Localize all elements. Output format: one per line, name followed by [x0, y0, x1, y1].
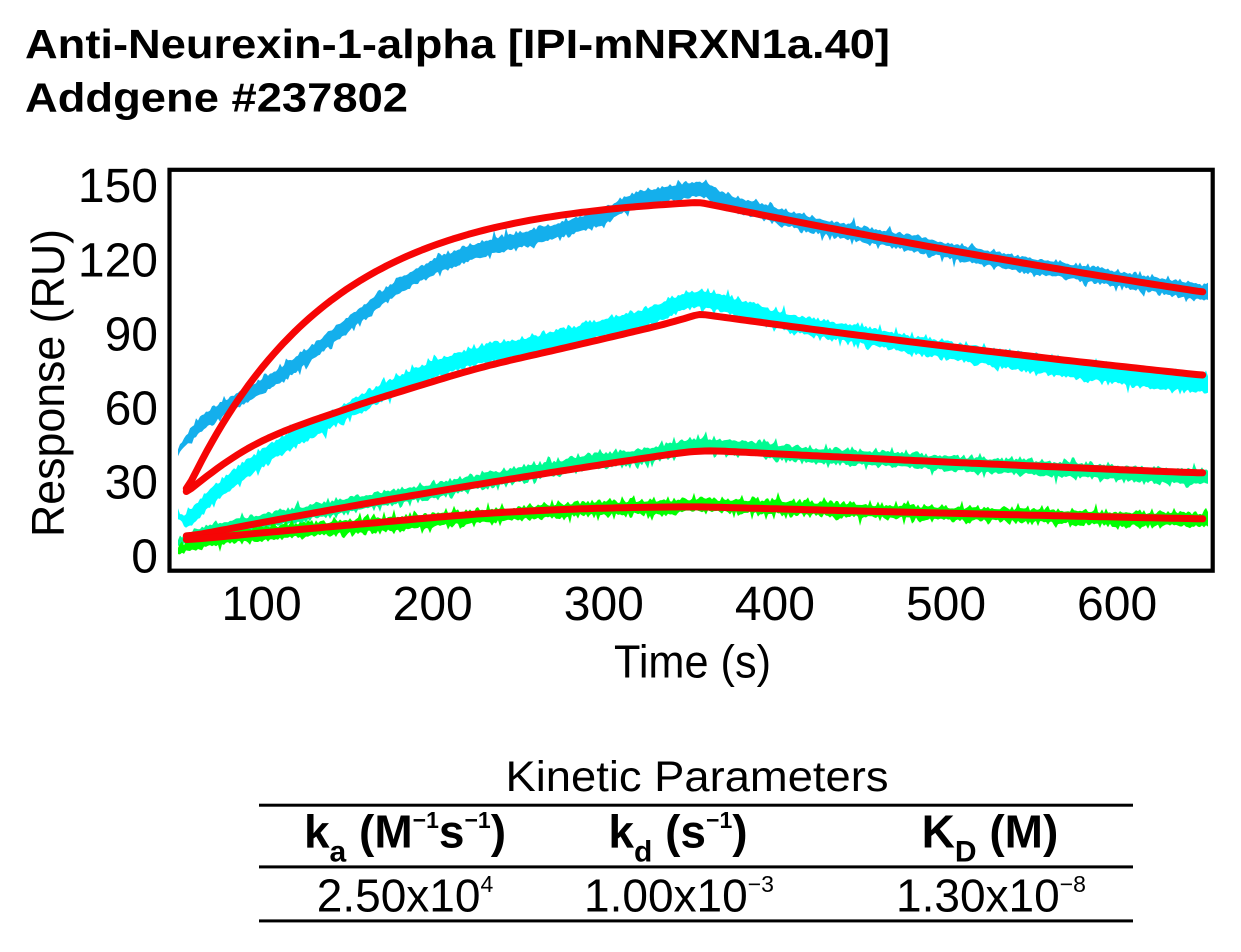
svg-text:400: 400 — [735, 578, 815, 631]
svg-text:150: 150 — [78, 160, 158, 213]
svg-text:2.50x104: 2.50x104 — [317, 869, 494, 921]
svg-text:Anti-Neurexin-1-alpha [IPI-mNR: Anti-Neurexin-1-alpha [IPI-mNRXN1a.40] — [25, 21, 890, 67]
svg-text:120: 120 — [78, 234, 158, 287]
svg-text:500: 500 — [906, 578, 986, 631]
svg-text:300: 300 — [564, 578, 644, 631]
svg-text:0: 0 — [131, 531, 158, 584]
svg-text:1.30x10−8: 1.30x10−8 — [896, 869, 1086, 921]
svg-text:90: 90 — [105, 308, 158, 361]
svg-text:30: 30 — [105, 457, 158, 510]
svg-text:600: 600 — [1077, 578, 1157, 631]
svg-text:200: 200 — [393, 578, 473, 631]
svg-text:Response (RU): Response (RU) — [22, 229, 74, 537]
svg-text:1.00x10−3: 1.00x10−3 — [584, 869, 774, 921]
svg-text:60: 60 — [105, 383, 158, 436]
svg-text:Time (s): Time (s) — [614, 636, 771, 688]
svg-text:Kinetic Parameters: Kinetic Parameters — [506, 753, 889, 801]
svg-text:Addgene #237802: Addgene #237802 — [25, 74, 408, 120]
svg-text:100: 100 — [222, 578, 302, 631]
